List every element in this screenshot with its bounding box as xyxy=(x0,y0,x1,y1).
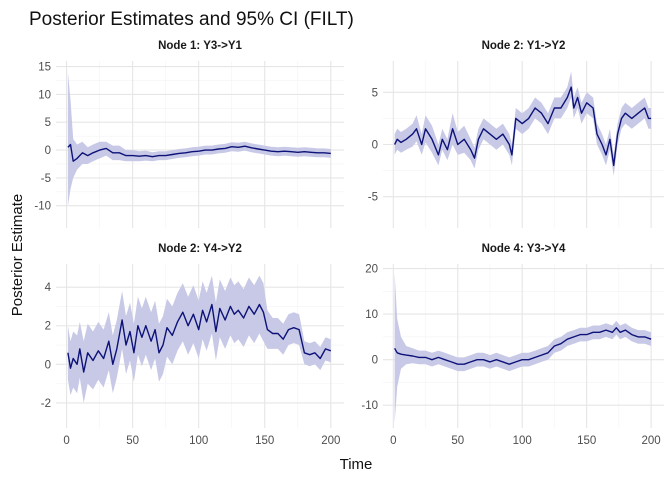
y-tick-label: -10 xyxy=(34,201,51,213)
ci-band xyxy=(67,275,331,403)
ci-band xyxy=(67,72,331,206)
facet-strip-label: Node 4: Y3->Y4 xyxy=(482,243,566,255)
y-tick-label: 5 xyxy=(372,87,378,99)
y-tick-label: 15 xyxy=(38,62,51,74)
posterior-line xyxy=(67,143,331,162)
y-tick-label: 10 xyxy=(365,309,378,321)
y-tick-label: 0 xyxy=(45,359,51,371)
facet-panel-1: Node 1: Y3->Y1 -10 -5 0 5 10 15 xyxy=(34,40,344,228)
x-tick-label: 150 xyxy=(255,435,274,447)
facet-strip-label: Node 2: Y1->Y2 xyxy=(482,40,566,52)
x-tick-label: 0 xyxy=(63,435,69,447)
posterior-line xyxy=(393,86,652,167)
x-tick-label: 100 xyxy=(189,435,208,447)
y-tick-label: -2 xyxy=(41,398,51,410)
y-tick-label: 10 xyxy=(38,89,51,101)
facet-strip-label: Node 1: Y3->Y1 xyxy=(158,40,242,52)
ci-band xyxy=(394,273,652,424)
y-tick-label: 0 xyxy=(372,355,378,367)
x-tick-label: 150 xyxy=(577,435,596,447)
y-tick-label: 0 xyxy=(372,140,378,152)
chart-title: Posterior Estimates and 95% CI (FILT) xyxy=(29,9,354,30)
posterior-line xyxy=(393,327,652,365)
x-tick-label: 50 xyxy=(451,435,464,447)
x-tick-label: 200 xyxy=(321,435,340,447)
y-tick-label: -5 xyxy=(41,173,51,185)
y-tick-label: -10 xyxy=(361,400,378,412)
x-axis-title: Time xyxy=(340,456,373,473)
facet-panel-2: Node 2: Y1->Y2 -5 0 5 xyxy=(368,40,664,228)
x-tick-label: 50 xyxy=(126,435,139,447)
y-tick-label: -5 xyxy=(368,192,378,204)
panels: Node 1: Y3->Y1 -10 -5 0 5 10 15 Node 2: Y1->Y2 -… xyxy=(34,40,664,447)
facet-panel-3: Node 2: Y4->Y2 -2 0 2 4 0 50 100 150 200 xyxy=(41,243,344,447)
y-tick-label: 0 xyxy=(45,145,51,157)
y-tick-label: 4 xyxy=(45,282,52,294)
y-tick-label: 20 xyxy=(365,264,378,276)
facet-strip-label: Node 2: Y4->Y2 xyxy=(158,243,242,255)
y-axis-title: Posterior Estimate xyxy=(9,194,26,317)
y-tick-label: 2 xyxy=(45,321,51,333)
x-tick-label: 0 xyxy=(390,435,396,447)
posterior-line xyxy=(67,303,332,373)
y-tick-label: 5 xyxy=(45,117,51,129)
x-tick-label: 100 xyxy=(513,435,532,447)
x-tick-label: 200 xyxy=(642,435,661,447)
